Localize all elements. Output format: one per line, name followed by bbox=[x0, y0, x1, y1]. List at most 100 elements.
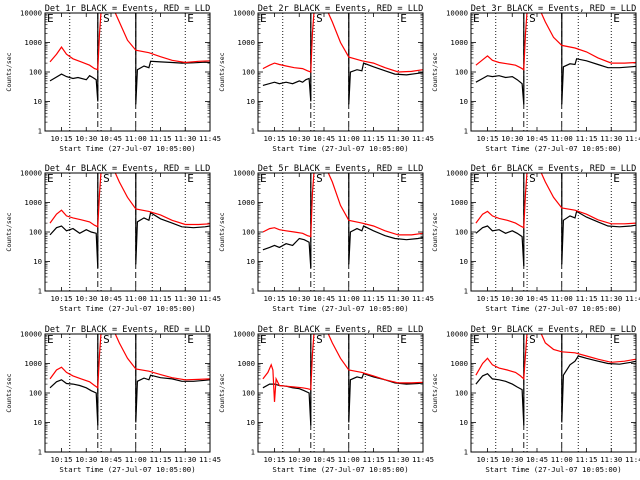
x-tick-label: 11:00 bbox=[551, 455, 573, 464]
marker-label: E bbox=[400, 12, 407, 25]
y-tick-label: 1 bbox=[251, 287, 255, 296]
y-tick-label: 1 bbox=[464, 127, 468, 136]
y-tick-label: 1 bbox=[464, 448, 468, 457]
marker-label: S bbox=[529, 12, 536, 25]
y-tick-label: 10 bbox=[246, 418, 255, 427]
x-tick-label: 10:15 bbox=[264, 134, 286, 143]
y-axis-label: Counts/sec bbox=[5, 373, 13, 412]
plot-frame bbox=[44, 333, 211, 453]
y-axis-label: Counts/sec bbox=[5, 52, 13, 91]
x-tick-label: 10:45 bbox=[313, 294, 335, 303]
y-tick-label: 1000 bbox=[450, 198, 468, 207]
x-tick-label: 10:15 bbox=[264, 294, 286, 303]
x-axis-label: Start Time (27-Jul-07 10:05:00) bbox=[59, 465, 195, 474]
x-tick-label: 10:30 bbox=[288, 294, 310, 303]
series-line-events bbox=[49, 173, 210, 269]
panel-det-5: Det 5r BLACK = Events, RED = LLD Counts/s… bbox=[218, 164, 434, 313]
x-tick-label: 11:00 bbox=[338, 455, 360, 464]
marker-label: E bbox=[187, 333, 194, 346]
x-tick-label: 11:15 bbox=[150, 455, 172, 464]
series-group bbox=[475, 13, 636, 105]
plot-frame bbox=[257, 12, 424, 132]
y-axis-label: Counts/sec bbox=[218, 212, 226, 251]
y-tick-label: 1 bbox=[251, 127, 255, 136]
marker-label: E bbox=[47, 172, 54, 185]
marker-label: E bbox=[187, 12, 194, 25]
marker-label: E bbox=[47, 12, 54, 25]
x-tick-label: 10:30 bbox=[501, 455, 523, 464]
marker-label: S bbox=[316, 172, 323, 185]
y-tick-label: 1 bbox=[38, 287, 42, 296]
y-tick-label: 1000 bbox=[237, 38, 255, 47]
x-tick-label: 11:00 bbox=[125, 294, 147, 303]
panel-title: Det 4r BLACK = Events, RED = LLD bbox=[45, 164, 211, 174]
x-tick-label: 11:00 bbox=[551, 294, 573, 303]
marker-label: E bbox=[260, 172, 267, 185]
x-tick-label: 11:45 bbox=[625, 294, 640, 303]
x-tick-label: 10:15 bbox=[477, 455, 499, 464]
panel-title: Det 2r BLACK = Events, RED = LLD bbox=[258, 4, 424, 14]
x-tick-label: 10:30 bbox=[501, 294, 523, 303]
panel-det-4: Det 4r BLACK = Events, RED = LLD Counts/s… bbox=[5, 164, 221, 313]
series-line-events bbox=[49, 334, 210, 426]
y-tick-label: 10 bbox=[459, 97, 468, 106]
marker-label: E bbox=[613, 172, 620, 185]
x-tick-label: 11:45 bbox=[412, 455, 434, 464]
x-tick-label: 10:15 bbox=[51, 134, 73, 143]
x-tick-label: 11:00 bbox=[125, 134, 147, 143]
series-group bbox=[262, 334, 423, 426]
x-tick-label: 11:15 bbox=[363, 455, 385, 464]
x-tick-label: 11:30 bbox=[174, 294, 196, 303]
panel-title: Det 3r BLACK = Events, RED = LLD bbox=[471, 4, 637, 14]
series-group bbox=[475, 173, 636, 267]
y-axis-label: Counts/sec bbox=[5, 212, 13, 251]
x-tick-label: 11:15 bbox=[576, 455, 598, 464]
x-tick-label: 11:15 bbox=[150, 294, 172, 303]
y-tick-label: 10000 bbox=[446, 9, 468, 18]
marker-label: S bbox=[316, 333, 323, 346]
x-tick-label: 10:30 bbox=[288, 455, 310, 464]
series-line-lld bbox=[262, 334, 423, 402]
x-tick-label: 11:45 bbox=[199, 455, 221, 464]
plot-frame bbox=[257, 172, 424, 292]
x-tick-label: 11:00 bbox=[338, 294, 360, 303]
y-tick-label: 1000 bbox=[450, 38, 468, 47]
panel-det-2: Det 2r BLACK = Events, RED = LLD Counts/s… bbox=[218, 4, 434, 153]
y-tick-label: 100 bbox=[29, 68, 42, 77]
x-tick-label: 10:30 bbox=[75, 134, 97, 143]
marker-label: S bbox=[529, 333, 536, 346]
marker-label: S bbox=[103, 12, 110, 25]
panel-det-3: Det 3r BLACK = Events, RED = LLD Counts/s… bbox=[431, 4, 640, 153]
series-line-events bbox=[475, 173, 636, 267]
y-tick-label: 100 bbox=[29, 228, 42, 237]
y-axis-label: Counts/sec bbox=[431, 212, 439, 251]
x-axis-label: Start Time (27-Jul-07 10:05:00) bbox=[485, 304, 621, 313]
plot-frame bbox=[44, 12, 211, 132]
x-tick-label: 10:45 bbox=[313, 455, 335, 464]
y-tick-label: 10 bbox=[246, 257, 255, 266]
x-tick-label: 10:45 bbox=[100, 455, 122, 464]
series-group bbox=[262, 13, 423, 105]
x-tick-label: 10:15 bbox=[264, 455, 286, 464]
series-line-events bbox=[475, 13, 636, 105]
y-tick-label: 1 bbox=[464, 287, 468, 296]
marker-label: S bbox=[316, 12, 323, 25]
panel-title: Det 9r BLACK = Events, RED = LLD bbox=[471, 325, 637, 335]
x-tick-label: 11:30 bbox=[174, 134, 196, 143]
y-axis-label: Counts/sec bbox=[431, 52, 439, 91]
marker-label: E bbox=[473, 333, 480, 346]
y-axis-label: Counts/sec bbox=[218, 373, 226, 412]
marker-label: S bbox=[103, 172, 110, 185]
x-tick-label: 11:15 bbox=[576, 294, 598, 303]
x-tick-label: 11:15 bbox=[576, 134, 598, 143]
panel-title: Det 1r BLACK = Events, RED = LLD bbox=[45, 4, 211, 14]
series-line-events bbox=[262, 334, 423, 426]
marker-label: E bbox=[473, 12, 480, 25]
x-tick-label: 10:45 bbox=[526, 294, 548, 303]
y-tick-label: 1 bbox=[251, 448, 255, 457]
x-tick-label: 11:30 bbox=[387, 455, 409, 464]
x-tick-label: 10:45 bbox=[100, 294, 122, 303]
x-axis-label: Start Time (27-Jul-07 10:05:00) bbox=[272, 465, 408, 474]
x-tick-label: 11:30 bbox=[600, 134, 622, 143]
panel-det-7: Det 7r BLACK = Events, RED = LLD Counts/s… bbox=[5, 325, 221, 474]
